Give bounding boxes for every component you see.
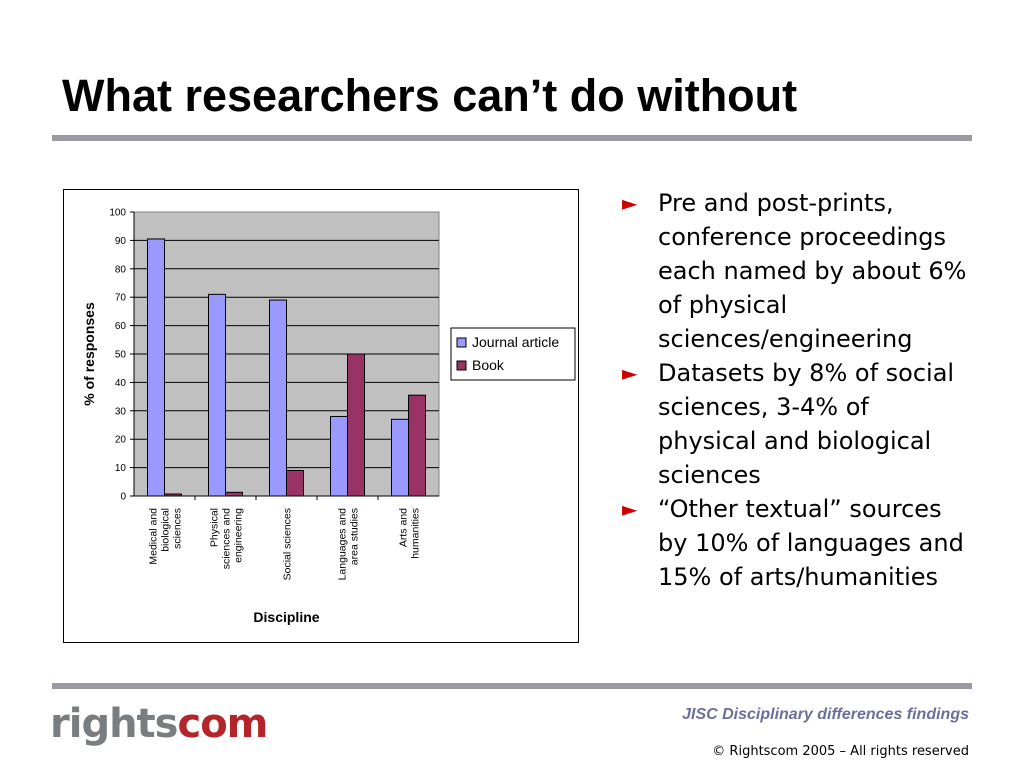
x-category-label: Social sciences (282, 508, 294, 580)
bar-journal-article (330, 415, 348, 497)
x-category-label-line: Medical and (148, 508, 160, 565)
y-axis-title: % of responses (81, 302, 97, 406)
bullet-item: ► “Other textual” sources by 10% of lang… (622, 492, 967, 594)
bullet-arrow-icon: ► (622, 191, 638, 215)
bullet-item: ► Pre and post-prints, conference procee… (622, 186, 967, 356)
y-tick-label: 0 (120, 492, 126, 503)
y-tick-label: 70 (115, 293, 127, 304)
bar-journal-article (208, 293, 226, 497)
x-category-label-line: Languages and (337, 508, 349, 581)
x-category-label: Arts and humanities (398, 508, 422, 559)
legend-label: Journal article (472, 334, 559, 350)
footer-divider (52, 683, 972, 689)
x-category-label-line: Physical (209, 508, 221, 547)
bullet-arrow-icon: ► (622, 497, 638, 521)
bullet-text: Datasets by 8% of social sciences, 3-4% … (658, 359, 955, 489)
title-divider (52, 135, 972, 141)
legend-box (450, 327, 576, 381)
bar-chart: 0 10 20 30 40 50 60 70 80 90 100 Medical and biologi… (63, 189, 579, 643)
bar-book (164, 493, 182, 497)
bar-journal-article (147, 238, 165, 497)
bar-book (347, 353, 365, 497)
rightscom-logo: rightscom (50, 700, 268, 748)
bar-book (286, 469, 304, 497)
bar-book (408, 394, 426, 497)
logo-text-rights: rights (50, 701, 178, 747)
x-category-label-line: Arts and (398, 508, 410, 547)
legend-swatch-book (456, 360, 467, 371)
x-category-label-line: sciences and (221, 508, 233, 569)
bar-book (225, 491, 243, 497)
bullet-arrow-icon: ► (622, 361, 638, 385)
x-category-label-line: Social sciences (282, 508, 294, 580)
y-tick-label: 50 (115, 350, 127, 361)
y-tick-label: 40 (115, 378, 127, 389)
chart-canvas: 0 10 20 30 40 50 60 70 80 90 100 Medical and biologi… (81, 208, 576, 625)
x-category-label-line: biological (160, 508, 172, 552)
copyright-notice: © Rightscom 2005 – All rights reserved (712, 744, 969, 759)
y-tick-label: 10 (115, 463, 127, 474)
y-tick-label: 60 (115, 321, 127, 332)
x-category-label-line: humanities (410, 508, 422, 559)
bar-journal-article (269, 299, 287, 497)
footer-caption: JISC Disciplinary differences findings (682, 706, 969, 723)
legend-label: Book (472, 357, 505, 373)
legend-swatch-journal (456, 337, 467, 348)
x-category-label: Physical sciences and engineering (209, 508, 245, 569)
x-category-label-line: engineering (233, 508, 245, 563)
y-tick-label: 30 (115, 406, 127, 417)
y-tick-label: 100 (109, 208, 126, 219)
y-tick-label: 80 (115, 264, 127, 275)
x-axis-title: Discipline (253, 609, 319, 625)
slide-title: What researchers can’t do without (62, 70, 798, 121)
y-tick-label: 90 (115, 236, 127, 247)
bullet-item: ► Datasets by 8% of social sciences, 3-4… (622, 356, 967, 492)
bar-journal-article (391, 418, 409, 497)
bullet-text: “Other textual” sources by 10% of langua… (658, 495, 964, 591)
bullet-text: Pre and post-prints, conference proceedi… (658, 189, 967, 353)
x-category-label: Medical and biological sciences (148, 508, 184, 565)
logo-text-com: com (177, 701, 268, 747)
x-category-label: Languages and area studies (337, 508, 361, 581)
bullet-list: ► Pre and post-prints, conference procee… (622, 186, 967, 594)
x-category-label-line: sciences (172, 508, 184, 549)
x-category-label-line: area studies (349, 508, 361, 565)
y-tick-label: 20 (115, 435, 127, 446)
